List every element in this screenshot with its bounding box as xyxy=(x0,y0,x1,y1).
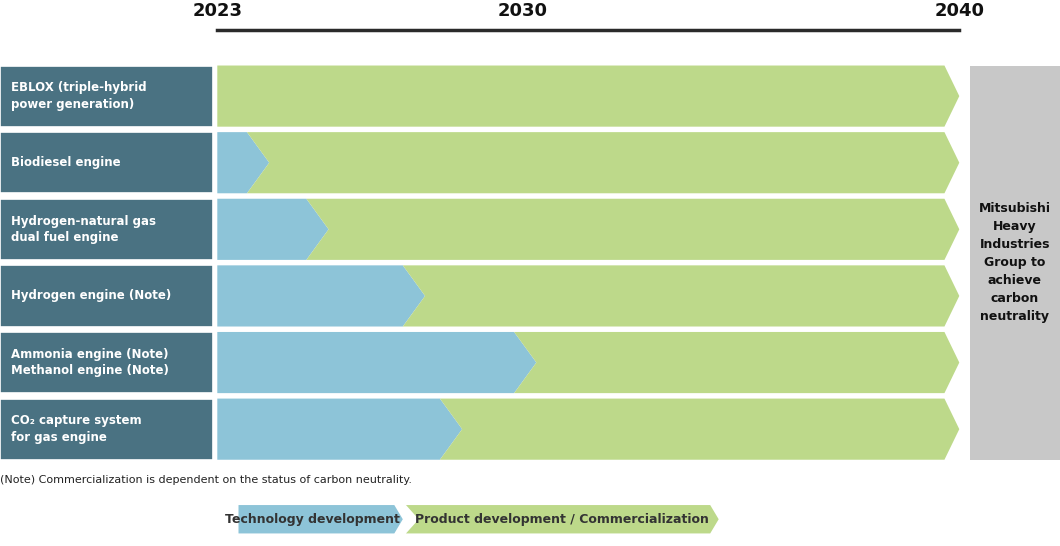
Text: (Note) Commercialization is dependent on the status of carbon neutrality.: (Note) Commercialization is dependent on… xyxy=(0,475,412,485)
Bar xyxy=(0,132,213,193)
Bar xyxy=(0,66,213,127)
Polygon shape xyxy=(514,332,959,393)
Text: Ammonia engine (Note)
Methanol engine (Note): Ammonia engine (Note) Methanol engine (N… xyxy=(11,348,169,377)
Polygon shape xyxy=(403,265,959,327)
Text: EBLOX (triple-hybrid
power generation): EBLOX (triple-hybrid power generation) xyxy=(11,81,146,111)
Text: Biodiesel engine: Biodiesel engine xyxy=(11,156,120,169)
Polygon shape xyxy=(238,505,403,533)
Bar xyxy=(0,199,213,260)
Text: 2040: 2040 xyxy=(934,2,985,20)
Text: 2030: 2030 xyxy=(498,2,548,20)
Polygon shape xyxy=(440,399,959,460)
Polygon shape xyxy=(406,505,719,533)
Text: Product development / Commercialization: Product development / Commercialization xyxy=(416,513,709,526)
Polygon shape xyxy=(217,66,959,127)
Polygon shape xyxy=(217,265,425,327)
Text: Mitsubishi
Heavy
Industries
Group to
achieve
carbon
neutrality: Mitsubishi Heavy Industries Group to ach… xyxy=(979,202,1050,323)
Polygon shape xyxy=(217,132,269,193)
Text: CO₂ capture system
for gas engine: CO₂ capture system for gas engine xyxy=(11,414,141,444)
Text: 2023: 2023 xyxy=(192,2,243,20)
Text: Hydrogen engine (Note): Hydrogen engine (Note) xyxy=(11,289,171,302)
Bar xyxy=(970,66,1060,460)
Polygon shape xyxy=(217,199,329,260)
Bar xyxy=(0,399,213,460)
Text: Technology development: Technology development xyxy=(225,513,400,526)
Bar xyxy=(0,265,213,327)
Bar xyxy=(0,332,213,393)
Polygon shape xyxy=(247,132,959,193)
Polygon shape xyxy=(217,399,462,460)
Polygon shape xyxy=(217,332,536,393)
Polygon shape xyxy=(306,199,959,260)
Text: Hydrogen-natural gas
dual fuel engine: Hydrogen-natural gas dual fuel engine xyxy=(11,215,156,244)
